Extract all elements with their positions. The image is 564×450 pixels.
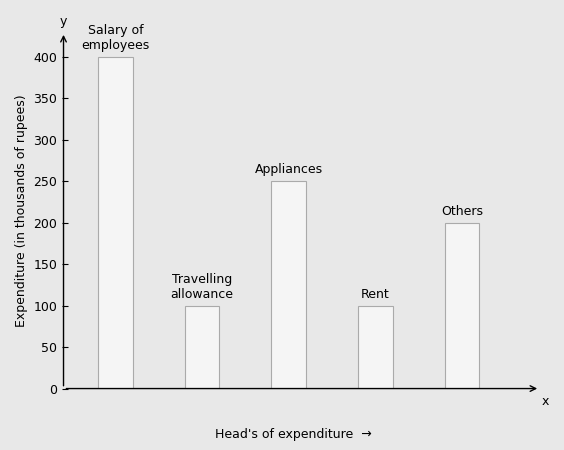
Text: Salary of
employees: Salary of employees	[81, 24, 149, 52]
Text: Head's of expenditure  →: Head's of expenditure →	[215, 428, 372, 441]
Text: Appliances: Appliances	[255, 163, 323, 176]
Text: Rent: Rent	[361, 288, 390, 301]
Text: Travelling
allowance: Travelling allowance	[171, 273, 233, 301]
Bar	[358, 306, 393, 388]
Y-axis label: Expenditure (in thousands of rupees): Expenditure (in thousands of rupees)	[15, 94, 28, 327]
Bar	[271, 181, 306, 388]
Text: Others: Others	[441, 205, 483, 218]
Bar	[185, 306, 219, 388]
Text: x: x	[542, 395, 549, 408]
Bar	[445, 223, 479, 388]
Bar	[98, 57, 133, 388]
Text: y: y	[60, 15, 67, 28]
